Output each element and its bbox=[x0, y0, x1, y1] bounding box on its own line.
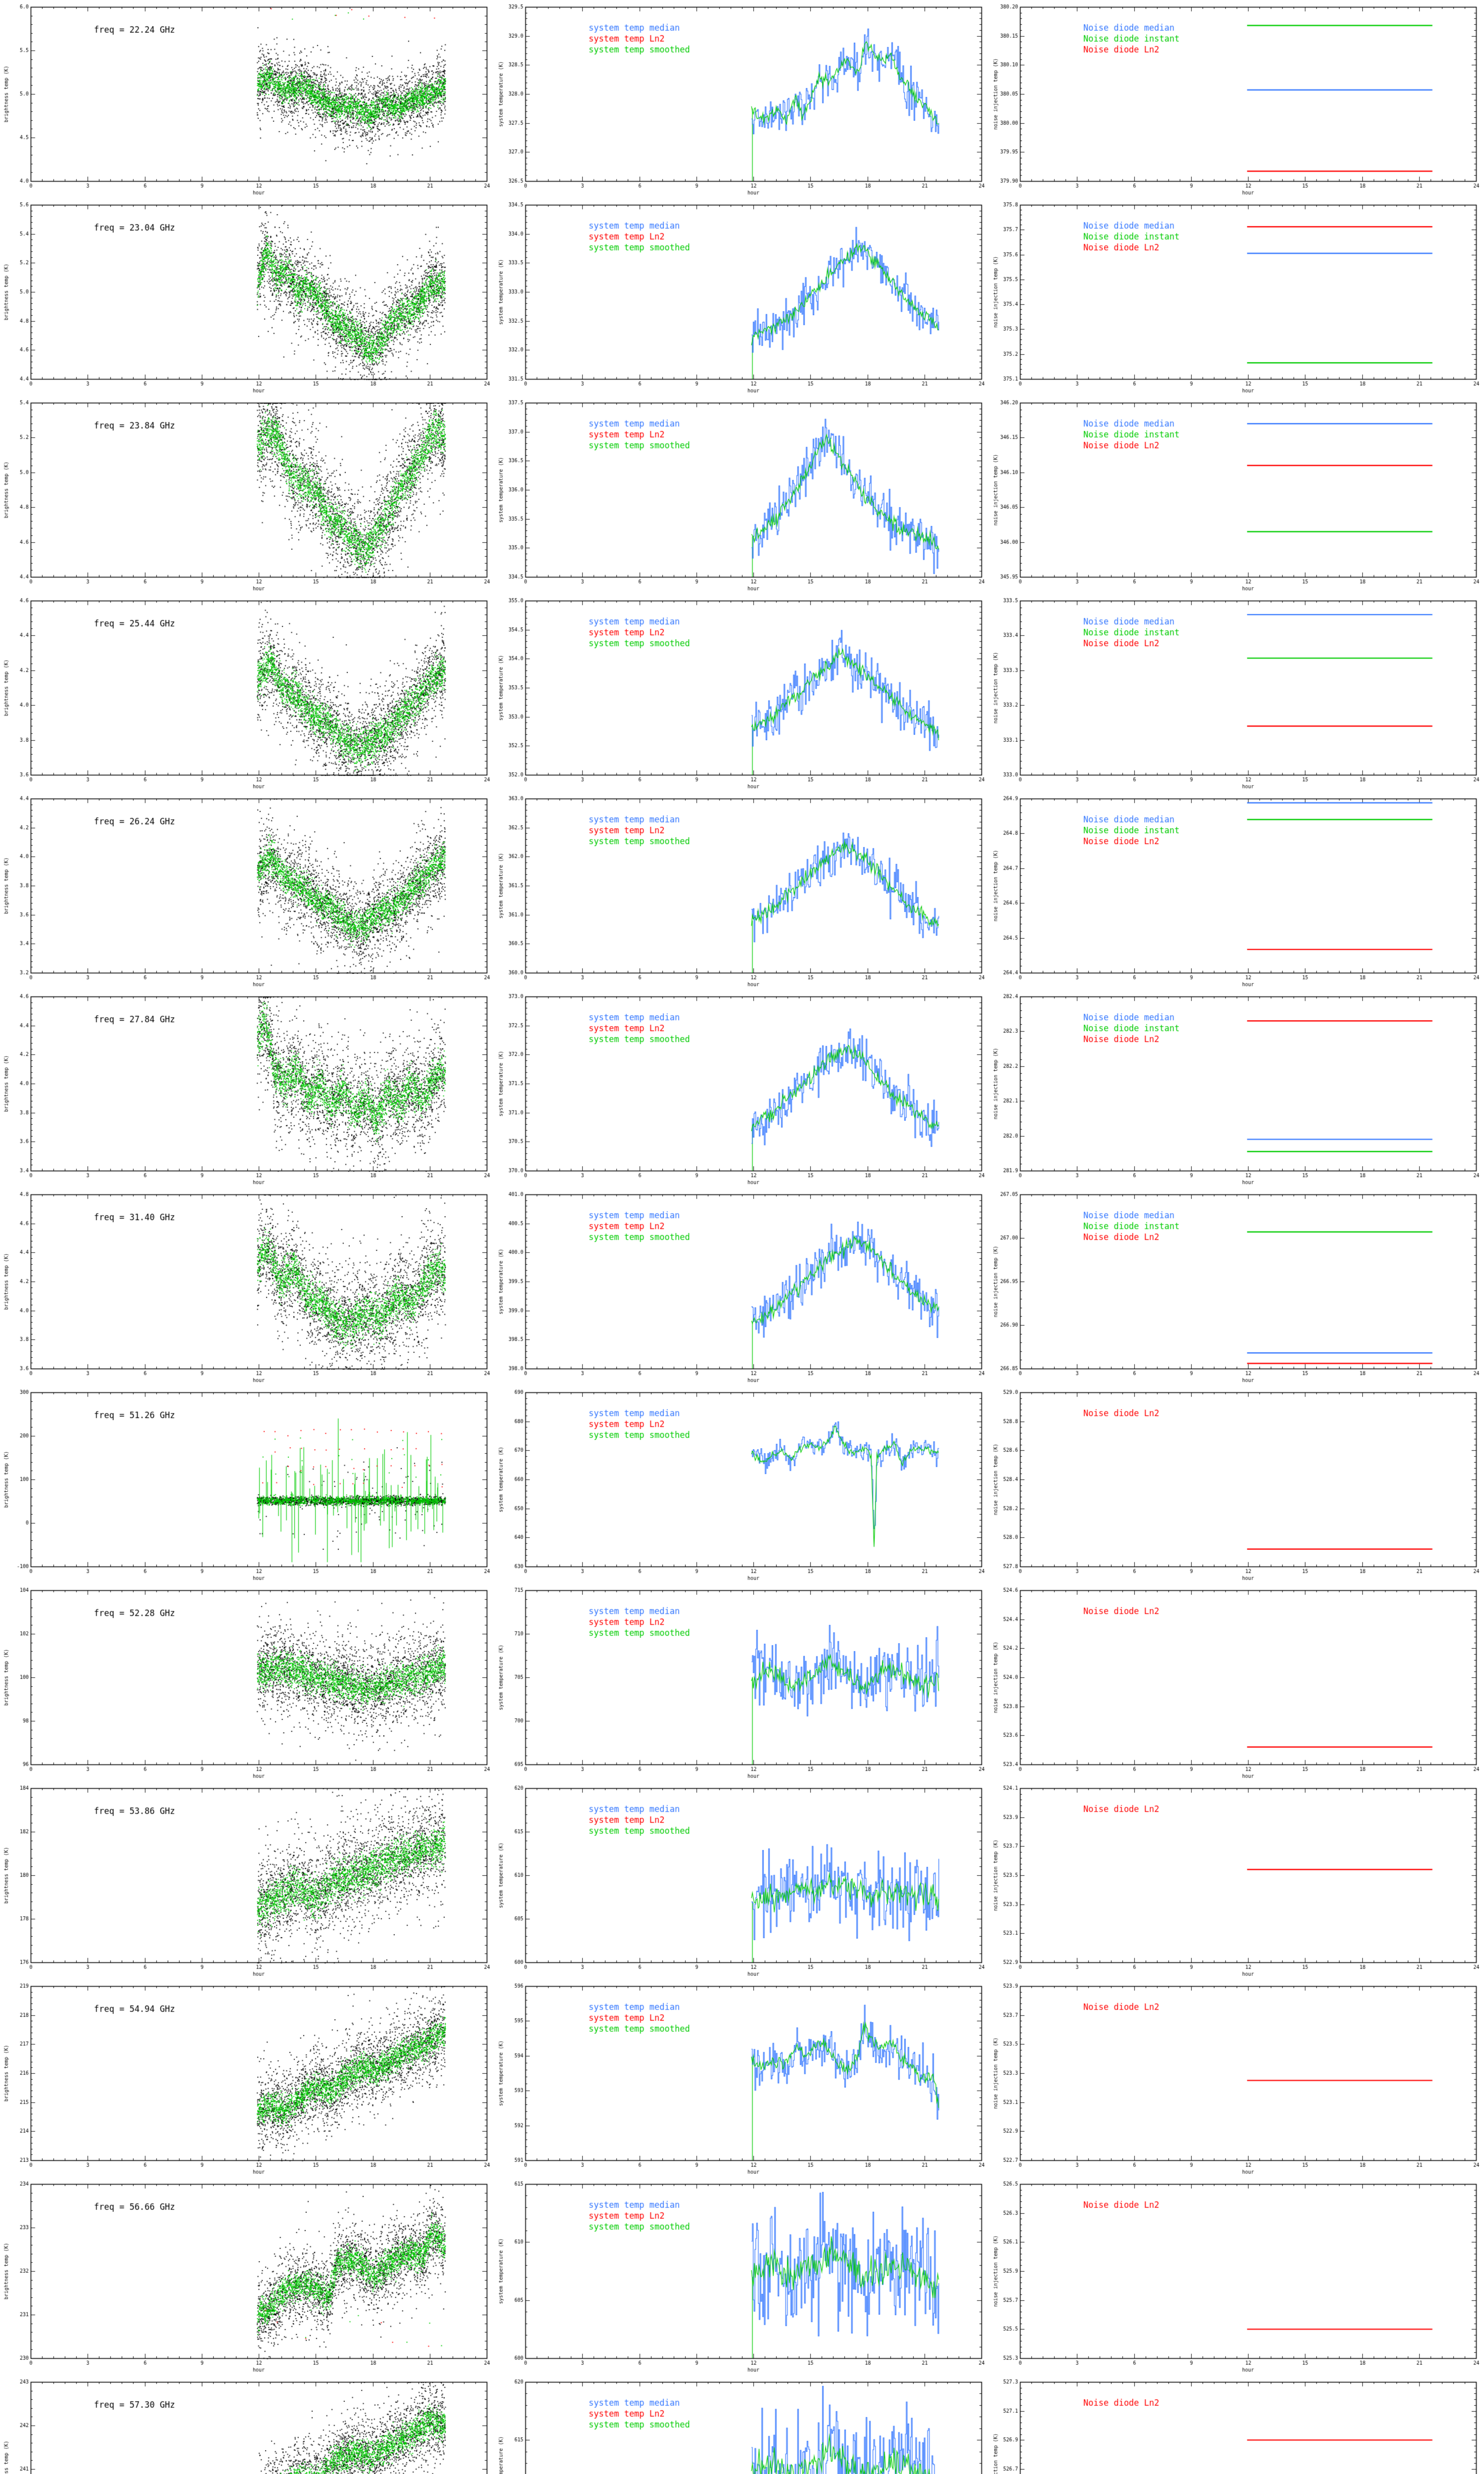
plot-cell-noise-diode-52.28 bbox=[989, 1583, 1484, 1781]
plot-canvas-tsys-23.84 bbox=[495, 396, 989, 594]
plot-cell-brightness-22.24 bbox=[0, 0, 495, 198]
plot-canvas-tsys-25.44 bbox=[495, 594, 989, 792]
plot-canvas-tsys-52.28 bbox=[495, 1583, 989, 1781]
plot-cell-noise-diode-23.84 bbox=[989, 396, 1484, 594]
plot-cell-noise-diode-23.04 bbox=[989, 198, 1484, 396]
plot-cell-noise-diode-31.40 bbox=[989, 1188, 1484, 1385]
plot-cell-brightness-56.66 bbox=[0, 2177, 495, 2375]
plot-cell-noise-diode-22.24 bbox=[989, 0, 1484, 198]
plot-cell-noise-diode-25.44 bbox=[989, 594, 1484, 792]
plot-canvas-noise-diode-27.84 bbox=[989, 990, 1484, 1188]
plot-canvas-noise-diode-23.84 bbox=[989, 396, 1484, 594]
plot-canvas-brightness-57.30 bbox=[0, 2375, 495, 2474]
plot-canvas-brightness-51.26 bbox=[0, 1385, 495, 1583]
plot-cell-brightness-54.94 bbox=[0, 1979, 495, 2177]
plot-canvas-brightness-56.66 bbox=[0, 2177, 495, 2375]
plot-cell-noise-diode-51.26 bbox=[989, 1385, 1484, 1583]
plot-cell-tsys-52.28 bbox=[495, 1583, 989, 1781]
plot-canvas-tsys-51.26 bbox=[495, 1385, 989, 1583]
plot-canvas-noise-diode-54.94 bbox=[989, 1979, 1484, 2177]
plot-canvas-tsys-22.24 bbox=[495, 0, 989, 198]
plot-cell-brightness-31.40 bbox=[0, 1188, 495, 1385]
plot-canvas-brightness-23.84 bbox=[0, 396, 495, 594]
plot-cell-brightness-26.24 bbox=[0, 792, 495, 990]
plot-cell-noise-diode-56.66 bbox=[989, 2177, 1484, 2375]
plot-cell-brightness-23.84 bbox=[0, 396, 495, 594]
plot-canvas-noise-diode-26.24 bbox=[989, 792, 1484, 990]
plot-cell-tsys-23.04 bbox=[495, 198, 989, 396]
plot-canvas-noise-diode-31.40 bbox=[989, 1188, 1484, 1385]
plot-cell-noise-diode-26.24 bbox=[989, 792, 1484, 990]
plot-canvas-tsys-57.30 bbox=[495, 2375, 989, 2474]
plot-canvas-brightness-54.94 bbox=[0, 1979, 495, 2177]
plot-cell-tsys-31.40 bbox=[495, 1188, 989, 1385]
plot-cell-tsys-25.44 bbox=[495, 594, 989, 792]
plot-canvas-noise-diode-23.04 bbox=[989, 198, 1484, 396]
plot-canvas-tsys-27.84 bbox=[495, 990, 989, 1188]
plot-canvas-tsys-26.24 bbox=[495, 792, 989, 990]
plot-cell-noise-diode-27.84 bbox=[989, 990, 1484, 1188]
plot-cell-tsys-56.66 bbox=[495, 2177, 989, 2375]
plot-canvas-noise-diode-25.44 bbox=[989, 594, 1484, 792]
plot-canvas-noise-diode-52.28 bbox=[989, 1583, 1484, 1781]
plot-canvas-noise-diode-51.26 bbox=[989, 1385, 1484, 1583]
plot-canvas-brightness-25.44 bbox=[0, 594, 495, 792]
plot-cell-brightness-27.84 bbox=[0, 990, 495, 1188]
plot-canvas-brightness-23.04 bbox=[0, 198, 495, 396]
plot-cell-noise-diode-54.94 bbox=[989, 1979, 1484, 2177]
plot-canvas-brightness-53.86 bbox=[0, 1781, 495, 1979]
plot-canvas-tsys-31.40 bbox=[495, 1188, 989, 1385]
plot-canvas-noise-diode-56.66 bbox=[989, 2177, 1484, 2375]
plot-canvas-noise-diode-57.30 bbox=[989, 2375, 1484, 2474]
plot-cell-brightness-52.28 bbox=[0, 1583, 495, 1781]
plot-cell-brightness-25.44 bbox=[0, 594, 495, 792]
plot-canvas-tsys-53.86 bbox=[495, 1781, 989, 1979]
plot-canvas-brightness-52.28 bbox=[0, 1583, 495, 1781]
plot-cell-tsys-53.86 bbox=[495, 1781, 989, 1979]
plot-cell-tsys-51.26 bbox=[495, 1385, 989, 1583]
plot-canvas-tsys-23.04 bbox=[495, 198, 989, 396]
plot-cell-brightness-51.26 bbox=[0, 1385, 495, 1583]
plot-cell-tsys-22.24 bbox=[495, 0, 989, 198]
plot-canvas-brightness-27.84 bbox=[0, 990, 495, 1188]
plot-canvas-brightness-31.40 bbox=[0, 1188, 495, 1385]
plot-cell-brightness-57.30 bbox=[0, 2375, 495, 2474]
plot-cell-tsys-23.84 bbox=[495, 396, 989, 594]
plot-cell-brightness-23.04 bbox=[0, 198, 495, 396]
plot-canvas-tsys-56.66 bbox=[495, 2177, 989, 2375]
plot-canvas-noise-diode-53.86 bbox=[989, 1781, 1484, 1979]
plot-canvas-brightness-26.24 bbox=[0, 792, 495, 990]
plot-cell-tsys-26.24 bbox=[495, 792, 989, 990]
plot-cell-brightness-53.86 bbox=[0, 1781, 495, 1979]
plot-canvas-brightness-22.24 bbox=[0, 0, 495, 198]
plot-cell-tsys-27.84 bbox=[495, 990, 989, 1188]
plot-cell-noise-diode-53.86 bbox=[989, 1781, 1484, 1979]
plot-canvas-tsys-54.94 bbox=[495, 1979, 989, 2177]
plot-cell-tsys-57.30 bbox=[495, 2375, 989, 2474]
plot-canvas-noise-diode-22.24 bbox=[989, 0, 1484, 198]
plot-cell-noise-diode-57.30 bbox=[989, 2375, 1484, 2474]
plot-cell-tsys-54.94 bbox=[495, 1979, 989, 2177]
